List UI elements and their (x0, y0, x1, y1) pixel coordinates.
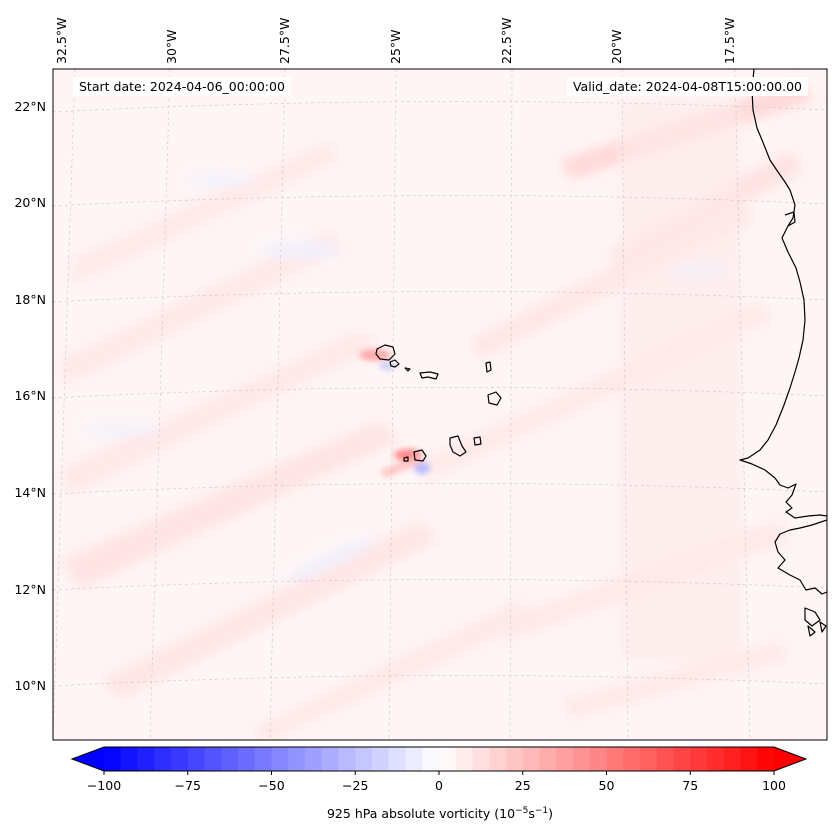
colorbar-segment (606, 747, 624, 771)
colorbar-segment (137, 747, 155, 771)
colorbar-segment (338, 747, 356, 771)
colorbar: −100 −75 −50 −25 0 25 50 75 100 (70, 746, 808, 793)
vorticity-field (60, 80, 815, 740)
lon-label: 30°W (164, 29, 179, 64)
colorbar-tick-label: 100 (762, 778, 786, 793)
santiago-island (449, 435, 467, 457)
west-africa-coastline (739, 69, 827, 595)
colorbar-segment (707, 747, 725, 771)
lon-label: 17.5°W (722, 18, 737, 64)
colorbar-segment (204, 747, 222, 771)
colorbar-segment (556, 747, 574, 771)
colorbar-segment (422, 747, 440, 771)
colorbar-segment (254, 747, 272, 771)
colorbar-extend-max (774, 747, 806, 771)
lon-label: 20°W (609, 29, 624, 64)
boa-vista-island (487, 391, 502, 406)
colorbar-segment (723, 747, 741, 771)
colorbar-segment (740, 747, 758, 771)
colorbar-label-exp2: −1 (534, 806, 549, 816)
colorbar-segment (288, 747, 306, 771)
colorbar-segment (640, 747, 658, 771)
colorbar-segment (372, 747, 390, 771)
colorbar-segment (388, 747, 406, 771)
colorbar-segment (690, 747, 708, 771)
lat-label: 18°N (14, 292, 46, 307)
coastlines (375, 69, 827, 637)
sal-island (485, 361, 492, 373)
brava-island (403, 456, 409, 462)
sao-nicolau-island (419, 371, 439, 380)
colorbar-segment (656, 747, 674, 771)
colorbar-segment (489, 747, 507, 771)
map-panel (52, 68, 828, 741)
colorbar-segment (522, 747, 540, 771)
lat-label: 14°N (14, 485, 46, 500)
lon-label: 22.5°W (499, 18, 514, 64)
map-frame (52, 68, 828, 741)
colorbar-segment (506, 747, 524, 771)
colorbar-segment (238, 747, 256, 771)
colorbar-segment (673, 747, 691, 771)
colorbar-label-suffix: ) (548, 806, 553, 822)
colorbar-tick-label: 50 (599, 778, 615, 793)
lon-label: 25°W (388, 29, 403, 64)
colorbar-label-unit: s (528, 806, 535, 822)
colorbar-segment (757, 747, 775, 771)
colorbar-extend-min (72, 747, 104, 771)
colorbar-segment (187, 747, 205, 771)
colorbar-segment (221, 747, 239, 771)
colorbar-label-prefix: 925 hPa absolute vorticity (10 (326, 806, 516, 822)
lon-label: 32.5°W (54, 18, 69, 64)
lat-label: 16°N (14, 388, 46, 403)
colorbar-segment (120, 747, 138, 771)
santo-antao-island (375, 344, 396, 361)
colorbar-segment (104, 747, 122, 771)
lon-label: 27.5°W (277, 18, 292, 64)
colorbar-label: 925 hPa absolute vorticity (10−5s−1) (60, 806, 820, 821)
longitude-labels: 32.5°W 30°W 27.5°W 25°W 22.5°W 20°W 17.5… (54, 18, 737, 64)
colorbar-tick-label: −100 (87, 778, 121, 793)
lat-label: 12°N (14, 582, 46, 597)
lat-label: 22°N (14, 99, 46, 114)
colorbar-tick-label: −50 (258, 778, 284, 793)
colorbar-label-exp1: −5 (515, 806, 529, 816)
colorbar-segment (539, 747, 557, 771)
colorbar-segment (355, 747, 373, 771)
valid-date-label: Valid_date: 2024-04-08T15:00:00.00 (566, 77, 808, 96)
colorbar-tick-label: −75 (175, 778, 201, 793)
gridlines (53, 69, 827, 740)
colorbar-tick-label: 25 (515, 778, 531, 793)
maio-island (473, 436, 482, 446)
colorbar-segment (589, 747, 607, 771)
lat-label: 20°N (14, 195, 46, 210)
colorbar-segment (623, 747, 641, 771)
sao-vicente-island (389, 359, 400, 368)
colorbar-segment (455, 747, 473, 771)
colorbar-segment (573, 747, 591, 771)
colorbar-segment (472, 747, 490, 771)
colorbar-tick-label: 0 (435, 778, 443, 793)
colorbar-ticks: −100 −75 −50 −25 0 25 50 75 100 (87, 771, 786, 793)
colorbar-segment (405, 747, 423, 771)
colorbar-segment (271, 747, 289, 771)
colorbar-segment (321, 747, 339, 771)
fogo-island (413, 449, 427, 462)
colorbar-tick-label: −25 (342, 778, 368, 793)
colorbar-segment (305, 747, 323, 771)
lat-label: 10°N (14, 678, 46, 693)
colorbar-segments (72, 747, 806, 771)
colorbar-segment (154, 747, 172, 771)
colorbar-tick-label: 75 (682, 778, 698, 793)
colorbar-segment (171, 747, 189, 771)
start-date-label: Start date: 2024-04-06_00:00:00 (73, 77, 291, 96)
latitude-labels: 22°N 20°N 18°N 16°N 14°N 12°N 10°N (14, 99, 46, 693)
colorbar-segment (439, 747, 457, 771)
